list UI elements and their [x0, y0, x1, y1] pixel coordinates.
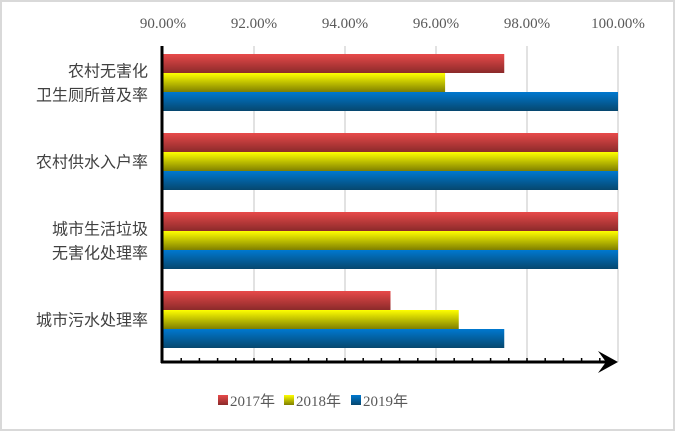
bar-2018年-1	[163, 152, 618, 171]
bar-2018年-3	[163, 310, 459, 329]
legend-swatch	[218, 395, 228, 405]
category-label: 城市污水处理率	[36, 311, 148, 330]
bar-2018年-0	[163, 73, 446, 92]
bar-2019年-0	[163, 92, 618, 111]
x-tick-label: 98.00%	[504, 16, 550, 32]
bar-2017年-0	[163, 54, 505, 73]
legend-swatch	[351, 395, 361, 405]
bar-2019年-2	[163, 250, 618, 269]
legend-label: 2019年	[363, 393, 408, 410]
bar-2017年-1	[163, 133, 618, 152]
legend: 2017年 2018年 2019年	[218, 393, 408, 410]
x-tick-label: 96.00%	[413, 16, 459, 32]
bar-2019年-3	[163, 329, 505, 348]
x-axis-tick-labels: 90.00% 92.00% 94.00% 96.00% 98.00% 100.00%	[140, 16, 645, 32]
bars	[163, 54, 618, 348]
legend-label: 2018年	[296, 393, 341, 410]
x-tick-label: 92.00%	[231, 16, 277, 32]
bar-2019年-1	[163, 171, 618, 190]
legend-label: 2017年	[230, 393, 275, 410]
bar-2018年-2	[163, 231, 618, 250]
x-tick-label: 100.00%	[591, 16, 645, 32]
x-axis-arrow-icon	[598, 351, 618, 373]
category-label: 城市生活垃圾	[52, 220, 148, 239]
category-label: 农村供水入户率	[36, 153, 148, 172]
bar-2017年-3	[163, 291, 391, 310]
category-label: 卫生厕所普及率	[36, 86, 148, 105]
x-tick-label: 94.00%	[322, 16, 368, 32]
axes	[160, 46, 618, 373]
category-label: 无害化处理率	[52, 244, 148, 263]
legend-swatch	[284, 395, 294, 405]
category-label: 农村无害化	[68, 62, 148, 81]
bar-2017年-2	[163, 212, 618, 231]
x-tick-label: 90.00%	[140, 16, 186, 32]
